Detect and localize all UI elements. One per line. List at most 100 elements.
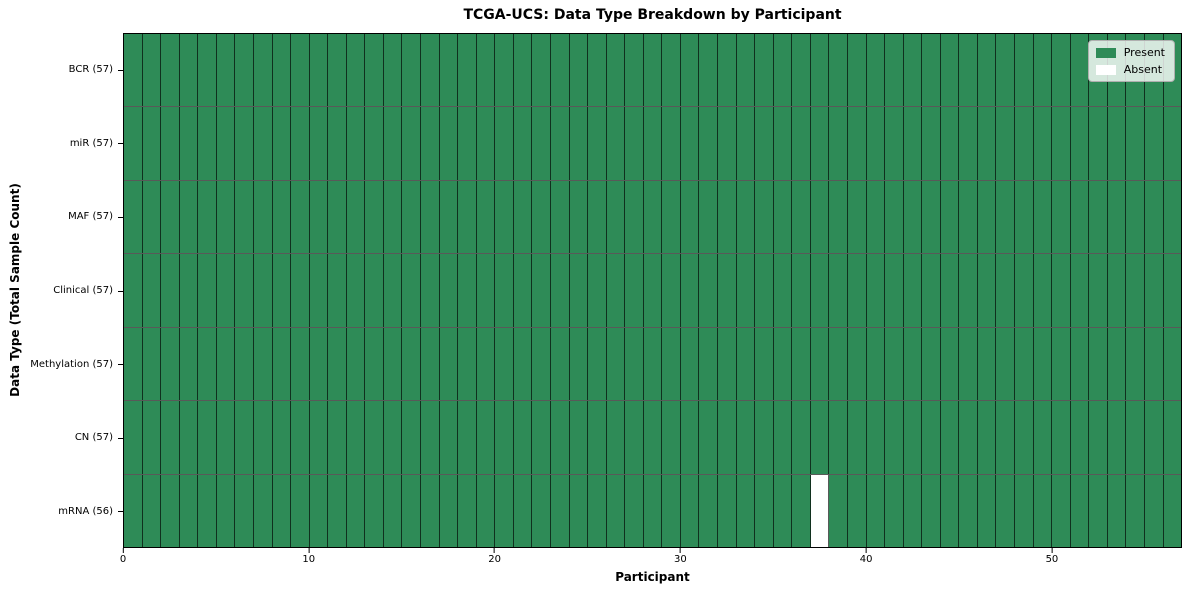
heatmap-cell <box>235 180 254 254</box>
heatmap-cell <box>253 327 273 401</box>
heatmap-cell <box>513 180 533 254</box>
heatmap-cell <box>328 327 347 401</box>
heatmap-cell <box>532 180 551 254</box>
heatmap-cell <box>625 180 644 254</box>
heatmap-cell <box>977 327 997 401</box>
heatmap-cell <box>161 34 180 107</box>
heatmap-cell <box>272 401 292 474</box>
heatmap-cell <box>1163 474 1182 547</box>
y-tick-label: CN (57) <box>0 401 123 475</box>
heatmap-cell <box>179 107 199 180</box>
heatmap-cell <box>625 401 644 474</box>
heatmap-cell <box>365 474 384 547</box>
heatmap-cell <box>216 401 236 474</box>
heatmap-cell <box>718 327 737 401</box>
heatmap-cell <box>755 474 774 547</box>
heatmap-cell <box>940 327 960 401</box>
heatmap-cell <box>940 401 960 474</box>
y-tick-mark <box>118 143 123 145</box>
heatmap-cell <box>513 254 533 327</box>
heatmap-cell <box>198 180 217 254</box>
heatmap-cell <box>1144 474 1164 547</box>
heatmap-row-clinical <box>124 254 1182 328</box>
heatmap-cell <box>847 327 867 401</box>
heatmap-row-mrna <box>124 474 1182 547</box>
heatmap-cell <box>1144 254 1164 327</box>
y-tick-mark <box>118 511 123 513</box>
heatmap-cell <box>476 254 496 327</box>
heatmap-row-methylation <box>124 327 1182 402</box>
heatmap-cell <box>1126 401 1145 474</box>
heatmap-cell <box>550 254 570 327</box>
heatmap-cell <box>1070 474 1090 547</box>
heatmap-cell <box>569 254 589 327</box>
heatmap-cell <box>606 180 626 254</box>
heatmap-cell <box>198 401 217 474</box>
heatmap-cell <box>328 180 347 254</box>
heatmap-cell <box>755 107 774 180</box>
heatmap-cell <box>1052 254 1071 327</box>
heatmap-cell <box>1163 254 1182 327</box>
heatmap-cell <box>866 180 886 254</box>
heatmap-cell <box>680 34 700 107</box>
heatmap-cell <box>383 254 403 327</box>
heatmap-cell <box>773 180 793 254</box>
heatmap-cell <box>550 180 570 254</box>
heatmap-cell <box>662 474 681 547</box>
heatmap-cell <box>235 401 254 474</box>
heatmap-cell <box>198 254 217 327</box>
heatmap-cell <box>810 401 830 474</box>
heatmap-cell <box>1107 254 1127 327</box>
heatmap-cell <box>847 401 867 474</box>
x-tick-mark <box>122 548 124 553</box>
heatmap-cell <box>346 34 366 107</box>
heatmap-cell <box>291 180 310 254</box>
heatmap-cell <box>1052 327 1071 401</box>
heatmap-cell <box>996 180 1015 254</box>
heatmap-cell <box>216 254 236 327</box>
heatmap-cell <box>792 34 811 107</box>
heatmap-cell <box>346 474 366 547</box>
heatmap-cell <box>216 107 236 180</box>
heatmap-cell <box>161 254 180 327</box>
heatmap-cell <box>328 401 347 474</box>
heatmap-cell <box>291 474 310 547</box>
heatmap-cell <box>1070 254 1090 327</box>
heatmap-cell <box>1163 180 1182 254</box>
heatmap-cell <box>1070 327 1090 401</box>
heatmap-cell <box>1015 401 1034 474</box>
heatmap-row-maf <box>124 180 1182 255</box>
heatmap-cell <box>959 34 978 107</box>
heatmap-cell <box>346 254 366 327</box>
heatmap-cell <box>216 327 236 401</box>
x-tick-label: 50 <box>1045 554 1059 565</box>
heatmap-cell <box>1144 180 1164 254</box>
heatmap-cell <box>1089 327 1108 401</box>
heatmap-cell <box>124 180 143 254</box>
heatmap-cell <box>662 327 681 401</box>
heatmap-cell <box>439 34 459 107</box>
heatmap-cell <box>606 327 626 401</box>
heatmap-cell <box>829 401 848 474</box>
heatmap-cell <box>792 254 811 327</box>
heatmap-cell <box>532 254 551 327</box>
x-tick: 0 <box>120 548 126 565</box>
y-tick-mark <box>118 216 123 218</box>
heatmap-cell <box>699 180 718 254</box>
heatmap-cell <box>940 107 960 180</box>
heatmap-cell <box>1126 474 1145 547</box>
heatmap-cell <box>550 34 570 107</box>
heatmap-cell <box>235 254 254 327</box>
heatmap-cell <box>235 474 254 547</box>
heatmap-cell <box>959 254 978 327</box>
y-tick-label: BCR (57) <box>0 33 123 107</box>
heatmap-cell <box>272 474 292 547</box>
x-tick: 40 <box>860 548 873 565</box>
heatmap-cell <box>940 180 960 254</box>
y-tick-label-text: miR (57) <box>69 137 113 149</box>
heatmap-cell <box>550 401 570 474</box>
heatmap-cell <box>829 107 848 180</box>
heatmap-cell <box>198 34 217 107</box>
heatmap-cell <box>922 180 941 254</box>
